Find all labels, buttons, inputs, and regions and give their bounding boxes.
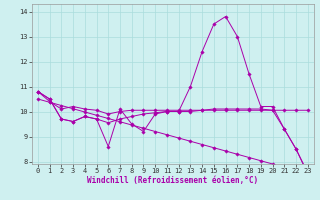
X-axis label: Windchill (Refroidissement éolien,°C): Windchill (Refroidissement éolien,°C)	[87, 176, 258, 185]
